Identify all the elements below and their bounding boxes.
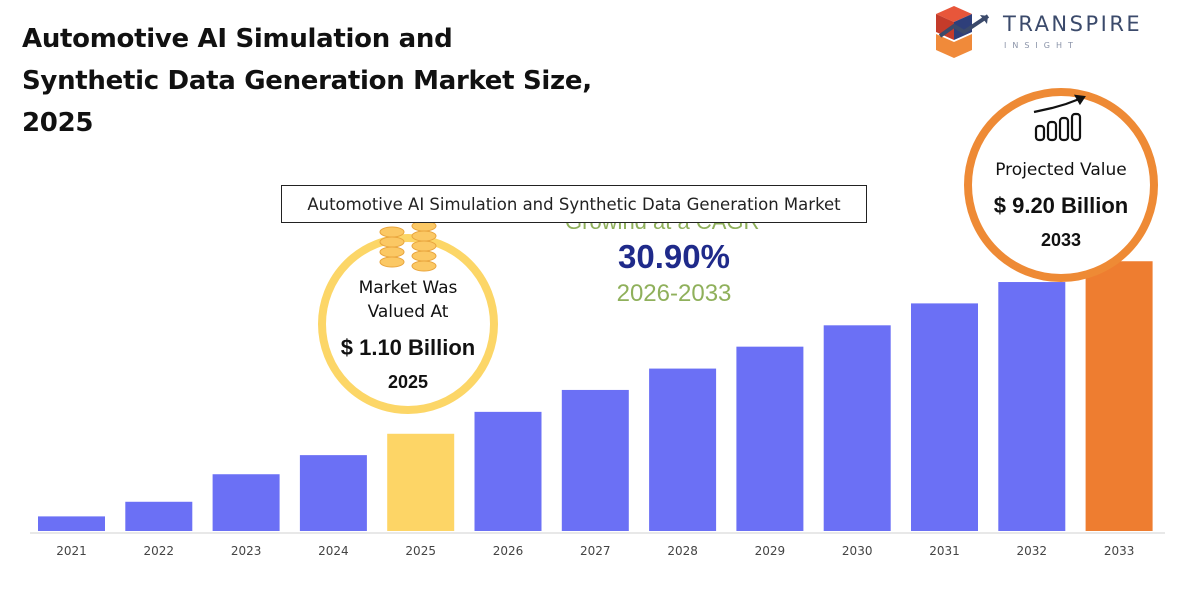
start-badge-ring	[318, 234, 498, 414]
cagr-period: 2026-2033	[616, 280, 732, 307]
bar-2029	[736, 346, 804, 531]
logo-wordmark: TRANSPIRE	[1003, 12, 1143, 36]
start-badge-line2: Valued At	[367, 302, 449, 322]
x-tick-2025: 2025	[405, 544, 436, 558]
title-line-3: 2025	[22, 108, 94, 138]
bar-2021	[38, 516, 105, 531]
x-tick-2030: 2030	[842, 544, 873, 558]
x-tick-2023: 2023	[231, 544, 262, 558]
x-tick-2028: 2028	[667, 544, 698, 558]
bar-2030	[823, 325, 891, 531]
x-tick-2029: 2029	[755, 544, 786, 558]
start-badge-year: 2025	[387, 372, 429, 392]
bar-2033	[1085, 261, 1153, 531]
x-tick-2032: 2032	[1017, 544, 1048, 558]
bar-2023	[212, 474, 280, 531]
bar-2027	[561, 389, 629, 531]
bar-2022	[125, 501, 193, 531]
start-badge-line1: Market Was	[358, 278, 458, 298]
start-badge-value: $ 1.10 Billion	[340, 335, 476, 360]
bar-2031	[911, 303, 978, 531]
x-tick-2031: 2031	[929, 544, 960, 558]
bar-2026	[474, 411, 542, 531]
x-tick-labels: 2021 2022 2023 2024 2025 2026 2027 2028 2029 2030…	[56, 544, 1134, 558]
x-tick-2022: 2022	[144, 544, 175, 558]
bars-group	[38, 261, 1153, 531]
transpire-logo-icon	[936, 6, 990, 58]
x-tick-2026: 2026	[493, 544, 524, 558]
growth-chart-icon	[1033, 94, 1086, 142]
cagr-value: 30.90%	[618, 238, 730, 275]
x-tick-2033: 2033	[1104, 544, 1135, 558]
end-badge-ring	[964, 88, 1158, 282]
title-line-2: Synthetic Data Generation Market Size,	[22, 66, 592, 96]
end-badge-year: 2033	[1040, 230, 1082, 250]
page-title: Automotive AI Simulation and Synthetic D…	[22, 18, 662, 144]
market-name-label: Automotive AI Simulation and Synthetic D…	[281, 185, 867, 223]
x-tick-2027: 2027	[580, 544, 611, 558]
title-line-1: Automotive AI Simulation and	[22, 24, 453, 54]
coin-stack-icon	[379, 220, 437, 272]
x-tick-2024: 2024	[318, 544, 349, 558]
x-tick-2021: 2021	[56, 544, 87, 558]
logo-subtitle: INSIGHT	[1004, 41, 1079, 50]
bar-2028	[649, 368, 717, 531]
end-badge-value: $ 9.20 Billion	[993, 193, 1129, 218]
bar-2024	[299, 455, 367, 531]
bar-2025	[387, 433, 455, 531]
end-badge-line1: Projected Value	[995, 160, 1127, 180]
bar-2032	[998, 282, 1066, 531]
